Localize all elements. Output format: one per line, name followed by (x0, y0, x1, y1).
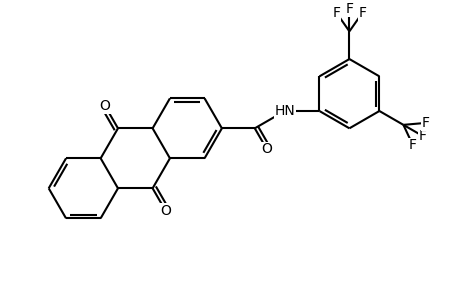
Text: O: O (99, 99, 110, 113)
Text: F: F (358, 6, 365, 20)
Text: F: F (418, 129, 426, 143)
Text: F: F (345, 2, 353, 16)
Text: F: F (408, 138, 416, 152)
Text: F: F (332, 6, 340, 20)
Text: F: F (421, 116, 429, 130)
Text: HN: HN (274, 104, 295, 118)
Text: O: O (261, 142, 272, 156)
Text: O: O (160, 204, 171, 218)
